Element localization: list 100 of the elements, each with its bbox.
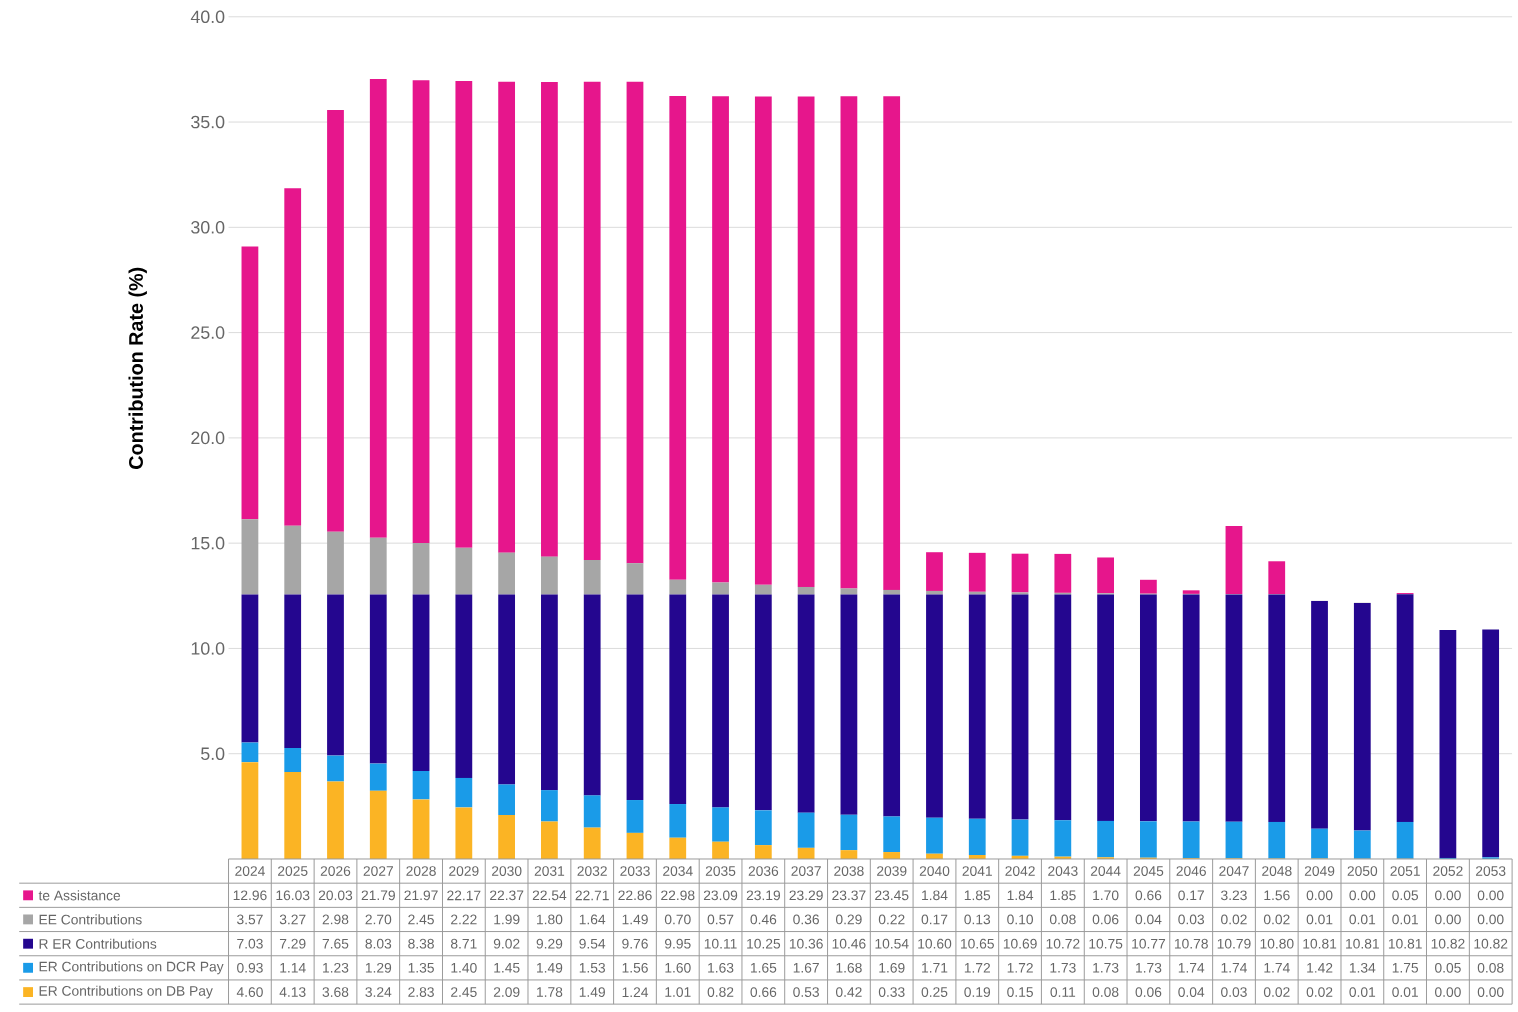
data-label: 9.54 bbox=[579, 938, 606, 949]
x-tick-label: 2050 bbox=[1347, 866, 1378, 876]
data-label: 1.75 bbox=[1392, 962, 1419, 973]
data-label: 1.70 bbox=[1093, 890, 1119, 901]
data-label: 0.01 bbox=[1349, 987, 1376, 997]
data-label: 1.74 bbox=[1178, 963, 1205, 973]
legend-label: EE Contributions bbox=[39, 914, 142, 925]
data-label: 7.03 bbox=[237, 938, 263, 949]
data-label: 1.74 bbox=[1264, 963, 1290, 973]
x-tick-label: 2026 bbox=[320, 866, 351, 876]
data-label: 1.85 bbox=[1050, 890, 1076, 901]
data-label: 10.60 bbox=[918, 938, 952, 949]
x-tick-label: 2047 bbox=[1219, 866, 1249, 876]
data-label: 0.01 bbox=[1306, 914, 1333, 925]
x-tick-label: 2032 bbox=[577, 866, 607, 876]
x-tick-label: 2040 bbox=[919, 866, 950, 876]
data-label: 0.00 bbox=[1435, 987, 1461, 997]
x-tick-label: 2045 bbox=[1133, 866, 1164, 876]
data-label: 0.03 bbox=[1221, 987, 1247, 997]
data-label: 0.22 bbox=[878, 914, 905, 925]
data-label: 0.53 bbox=[793, 987, 819, 997]
data-label: 1.73 bbox=[1136, 962, 1162, 973]
data-label: 0.06 bbox=[1092, 914, 1119, 925]
data-label: 1.42 bbox=[1307, 962, 1333, 973]
data-label: 7.29 bbox=[279, 938, 306, 949]
data-label: 9.29 bbox=[536, 938, 563, 949]
data-label: 0.00 bbox=[1435, 914, 1461, 925]
data-label: 10.11 bbox=[704, 938, 737, 949]
data-label: 0.00 bbox=[1477, 987, 1504, 997]
data-label: 9.76 bbox=[622, 938, 648, 949]
data-label: 0.11 bbox=[1050, 987, 1076, 997]
data-label: 2.98 bbox=[322, 914, 349, 925]
data-label: 1.68 bbox=[836, 962, 862, 973]
y-tick-label: 35.0 bbox=[191, 115, 225, 129]
data-label: 22.71 bbox=[575, 890, 609, 901]
data-label: 1.63 bbox=[708, 962, 734, 973]
data-label: 10.81 bbox=[1346, 938, 1379, 949]
x-tick-label: 2052 bbox=[1433, 866, 1463, 876]
data-label: 1.49 bbox=[579, 987, 605, 997]
data-label: 22.98 bbox=[661, 890, 695, 901]
data-label: 1.34 bbox=[1349, 962, 1376, 973]
x-tick-label: 2028 bbox=[406, 866, 436, 876]
x-tick-label: 2033 bbox=[620, 866, 650, 876]
data-label: 2.22 bbox=[451, 914, 477, 925]
data-label: 0.00 bbox=[1306, 890, 1333, 901]
data-label: 10.25 bbox=[747, 938, 781, 949]
data-label: 1.56 bbox=[1264, 890, 1290, 901]
data-label: 1.84 bbox=[1007, 890, 1034, 901]
x-tick-label: 2046 bbox=[1176, 866, 1206, 876]
data-label: 0.29 bbox=[835, 914, 862, 925]
data-label: 4.13 bbox=[279, 987, 306, 997]
data-label: 0.08 bbox=[1049, 914, 1076, 925]
data-label: 2.45 bbox=[408, 914, 434, 925]
data-label: 1.80 bbox=[537, 914, 563, 925]
data-label: 1.85 bbox=[964, 890, 991, 901]
x-tick-label: 2042 bbox=[1005, 866, 1035, 876]
data-label: 23.09 bbox=[703, 890, 738, 901]
data-label: 22.17 bbox=[447, 890, 481, 901]
data-label: 8.71 bbox=[450, 938, 477, 949]
data-label: 0.17 bbox=[1178, 890, 1204, 901]
y-tick-label: 5.0 bbox=[201, 747, 225, 760]
data-label: 0.05 bbox=[1392, 890, 1419, 901]
data-label: 0.02 bbox=[1306, 987, 1333, 997]
x-tick-label: 2034 bbox=[663, 866, 693, 876]
data-label: 0.02 bbox=[1221, 914, 1247, 925]
x-tick-label: 2044 bbox=[1090, 866, 1121, 876]
x-tick-label: 2030 bbox=[491, 866, 522, 876]
data-label: 1.40 bbox=[451, 962, 477, 973]
data-label: 1.67 bbox=[793, 962, 819, 973]
x-tick-label: 2036 bbox=[748, 866, 779, 876]
data-label: 0.36 bbox=[793, 914, 819, 925]
data-label: 0.04 bbox=[1178, 987, 1205, 997]
data-label: 0.13 bbox=[964, 914, 991, 925]
data-label: 1.45 bbox=[494, 962, 520, 973]
data-label: 0.19 bbox=[964, 987, 991, 997]
data-label: 1.71 bbox=[922, 963, 948, 973]
y-tick-label: 15.0 bbox=[191, 536, 225, 550]
x-tick-label: 2025 bbox=[278, 866, 308, 876]
data-label: 10.69 bbox=[1003, 938, 1037, 949]
data-label: 4.60 bbox=[236, 987, 263, 997]
data-label: 1.23 bbox=[323, 962, 349, 973]
y-tick-label: 40.0 bbox=[190, 10, 225, 24]
data-label: 0.08 bbox=[1477, 962, 1504, 973]
data-label: 12.96 bbox=[233, 890, 267, 901]
data-label: 10.54 bbox=[875, 938, 909, 949]
data-label: 0.08 bbox=[1092, 987, 1119, 997]
data-label: 22.54 bbox=[532, 890, 567, 901]
data-label: 0.00 bbox=[1435, 890, 1461, 901]
data-label: 2.70 bbox=[365, 914, 392, 925]
data-label: 1.73 bbox=[1093, 962, 1119, 973]
data-label: 1.73 bbox=[1050, 962, 1076, 973]
data-label: 0.01 bbox=[1392, 987, 1418, 997]
data-label: 9.95 bbox=[664, 938, 691, 949]
data-label: 3.57 bbox=[237, 914, 263, 925]
data-label: 20.03 bbox=[318, 890, 353, 901]
data-label: 0.66 bbox=[750, 987, 777, 997]
data-label: 1.65 bbox=[750, 962, 777, 973]
data-label: 1.72 bbox=[964, 962, 990, 973]
data-label: 0.57 bbox=[707, 914, 734, 925]
data-label: 0.04 bbox=[1135, 914, 1162, 925]
